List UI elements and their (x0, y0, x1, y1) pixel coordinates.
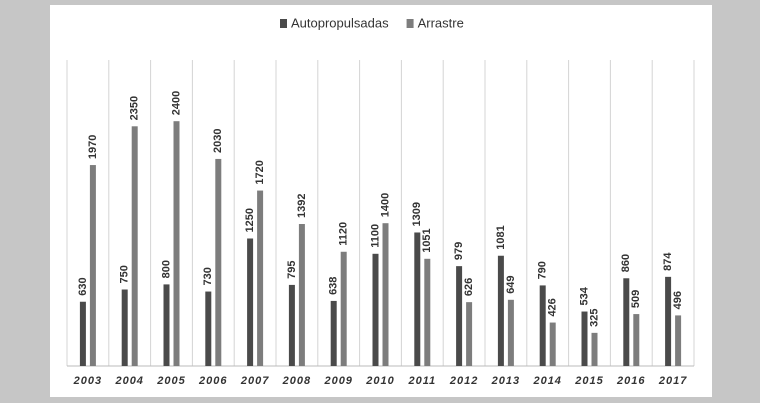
value-label: 626 (463, 278, 475, 296)
bar (298, 224, 305, 366)
bar (675, 315, 682, 366)
bar (539, 285, 546, 366)
bar (215, 158, 222, 366)
value-label: 2030 (212, 128, 224, 152)
bar (581, 311, 588, 366)
value-label: 860 (620, 254, 632, 272)
bar (424, 258, 431, 366)
bar (131, 126, 138, 366)
x-tick-label: 2010 (365, 375, 394, 387)
value-label: 1100 (369, 224, 381, 248)
bar (633, 314, 640, 366)
bar (414, 232, 421, 366)
bar (456, 266, 463, 366)
value-label: 800 (160, 260, 172, 278)
bar (330, 300, 337, 366)
legend-label: Arrastre (418, 15, 464, 30)
bar (665, 276, 672, 366)
value-label: 509 (630, 290, 642, 308)
x-tick-label: 2012 (449, 375, 478, 387)
bar (549, 322, 556, 366)
value-label: 874 (662, 252, 674, 271)
value-label: 638 (328, 277, 340, 295)
bar (288, 284, 295, 366)
bar (205, 291, 212, 366)
bar (497, 255, 504, 366)
bar (173, 121, 180, 366)
value-label: 1250 (244, 208, 256, 232)
x-tick-label: 2009 (323, 375, 352, 387)
x-tick-label: 2006 (198, 375, 227, 387)
bar (591, 332, 598, 366)
value-label: 649 (505, 275, 517, 293)
x-tick-label: 2011 (407, 375, 436, 387)
x-tick-label: 2003 (73, 375, 102, 387)
legend-label: Autopropulsadas (291, 15, 389, 30)
bar (382, 223, 389, 366)
value-label: 1720 (254, 160, 266, 184)
x-tick-label: 2008 (282, 375, 311, 387)
x-tick-label: 2013 (491, 375, 520, 387)
x-tick-label: 2014 (532, 375, 561, 387)
legend-swatch (406, 19, 414, 28)
value-label: 750 (119, 265, 131, 283)
x-tick-label: 2007 (240, 375, 269, 387)
x-tick-label: 2017 (658, 375, 687, 387)
x-tick-label: 2004 (114, 375, 143, 387)
bar (163, 284, 170, 366)
legend-swatch (280, 19, 287, 28)
value-label: 2400 (170, 91, 182, 115)
value-label: 790 (537, 261, 549, 279)
value-label: 979 (453, 242, 465, 260)
value-label: 1970 (87, 135, 99, 159)
value-label: 1081 (495, 225, 507, 249)
chart-panel (50, 5, 712, 397)
x-tick-label: 2015 (574, 375, 603, 387)
value-label: 1392 (296, 194, 308, 218)
value-label: 325 (588, 308, 600, 326)
value-label: 795 (286, 261, 298, 279)
bar (466, 302, 473, 366)
value-label: 496 (672, 291, 684, 309)
bar (507, 299, 514, 366)
bar (372, 253, 379, 366)
bar (121, 289, 128, 366)
value-label: 630 (77, 277, 89, 295)
value-label: 534 (578, 286, 590, 305)
bar (89, 165, 96, 366)
value-label: 1309 (411, 202, 423, 226)
value-label: 1400 (379, 193, 391, 217)
value-label: 730 (202, 267, 214, 285)
bar (257, 190, 264, 366)
value-label: 2350 (129, 96, 141, 120)
value-label: 1051 (421, 228, 433, 252)
value-label: 426 (547, 298, 559, 316)
value-label: 1120 (338, 222, 350, 246)
x-tick-label: 2005 (156, 375, 185, 387)
bar (79, 301, 86, 366)
bar (247, 238, 254, 366)
bar (340, 251, 347, 366)
x-tick-label: 2016 (616, 375, 645, 387)
bar (623, 278, 630, 366)
